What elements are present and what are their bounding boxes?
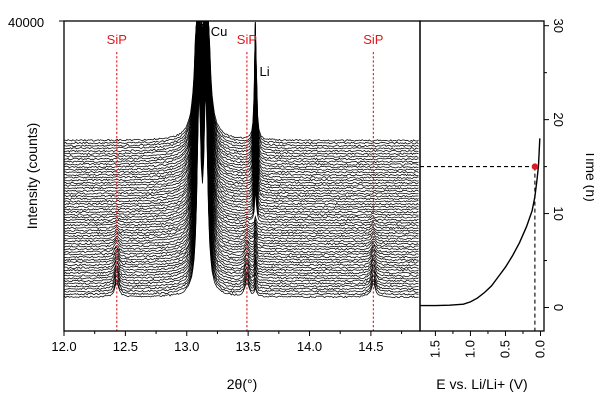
xrd-x-tick-label: 14.0 bbox=[297, 339, 322, 354]
peak-label-sip: SiP bbox=[363, 32, 383, 47]
xrd-trace bbox=[64, 35, 419, 272]
xrd-trace bbox=[64, 21, 419, 262]
xrd-trace bbox=[64, 21, 419, 201]
voltage-y-tick-label: 30 bbox=[551, 18, 566, 32]
xrd-x-axis-label: 2θ(°) bbox=[227, 376, 258, 392]
y-tick-label-40000: 40000 bbox=[8, 15, 44, 30]
xrd-trace bbox=[64, 21, 419, 142]
voltage-x-tick-label: 1.0 bbox=[462, 340, 477, 358]
xrd-trace bbox=[64, 21, 419, 180]
xrd-trace bbox=[64, 31, 419, 270]
xrd-trace bbox=[64, 21, 419, 264]
xrd-peak-labels: SiP Cu SiP Li SiP bbox=[107, 24, 384, 79]
sip-reference-lines bbox=[116, 52, 374, 331]
xrd-x-tick-label: 13.0 bbox=[174, 339, 199, 354]
xrd-trace bbox=[64, 21, 419, 230]
xrd-trace bbox=[64, 21, 419, 225]
voltage-guide-lines bbox=[420, 166, 536, 331]
xrd-trace bbox=[64, 21, 419, 217]
xrd-trace bbox=[64, 21, 419, 214]
voltage-y-tick-label: 0 bbox=[551, 304, 566, 311]
xrd-x-axis-ticks: 12.0 12.5 13.0 13.5 14.0 14.5 bbox=[51, 20, 403, 354]
xrd-trace bbox=[64, 21, 419, 195]
voltage-x-axis-label: E vs. Li/Li+ (V) bbox=[436, 376, 527, 392]
xrd-trace bbox=[64, 21, 419, 198]
xrd-trace bbox=[64, 21, 419, 227]
voltage-highlight-point bbox=[531, 163, 539, 170]
xrd-trace bbox=[64, 73, 419, 291]
xrd-trace bbox=[64, 21, 419, 246]
voltage-y-tick-label: 20 bbox=[551, 112, 566, 126]
xrd-trace bbox=[64, 21, 419, 187]
peak-label-li: Li bbox=[260, 64, 270, 79]
xrd-trace bbox=[64, 21, 419, 182]
voltage-y-axis-label: Time (h) bbox=[583, 150, 594, 202]
voltage-plot-frame bbox=[419, 20, 545, 332]
xrd-trace bbox=[64, 21, 419, 203]
xrd-trace bbox=[64, 63, 419, 285]
xrd-trace bbox=[64, 21, 419, 233]
xrd-trace bbox=[64, 21, 419, 222]
xrd-traces bbox=[64, 21, 419, 299]
voltage-panel: 1.5 1.0 0.5 0.0 0 10 20 30 E vs. Li/Li+ (V) Ti… bbox=[419, 18, 594, 392]
xrd-trace bbox=[64, 21, 419, 254]
xrd-trace bbox=[64, 21, 419, 243]
xrd-trace bbox=[64, 21, 419, 190]
voltage-curve bbox=[420, 138, 541, 307]
xrd-trace bbox=[64, 21, 419, 209]
xrd-trace bbox=[64, 21, 419, 158]
voltage-x-tick-label: 1.5 bbox=[427, 340, 442, 358]
voltage-x-axis-ticks: 1.5 1.0 0.5 0.0 bbox=[427, 331, 547, 358]
xrd-trace bbox=[64, 21, 419, 148]
voltage-x-tick-label: 0.0 bbox=[532, 340, 547, 358]
xrd-trace bbox=[64, 41, 419, 275]
xrd-trace bbox=[64, 24, 419, 267]
xrd-trace bbox=[64, 78, 419, 293]
xrd-trace bbox=[64, 21, 419, 156]
xrd-trace bbox=[64, 21, 419, 256]
xrd-trace bbox=[64, 21, 419, 166]
xrd-trace bbox=[64, 21, 419, 238]
xrd-trace bbox=[64, 21, 419, 251]
peak-label-sip: SiP bbox=[237, 32, 257, 47]
xrd-trace bbox=[64, 21, 419, 193]
xrd-panel: 12.0 12.5 13.0 13.5 14.0 14.5 SiP Cu SiP Li SiP 4… bbox=[8, 15, 421, 392]
xrd-trace bbox=[64, 21, 419, 241]
voltage-x-tick-label: 0.5 bbox=[497, 340, 512, 358]
xrd-trace bbox=[64, 21, 419, 206]
xrd-trace bbox=[64, 21, 419, 145]
xrd-trace bbox=[64, 85, 419, 296]
xrd-trace bbox=[64, 90, 419, 299]
xrd-trace bbox=[64, 21, 419, 153]
xrd-x-tick-label: 14.5 bbox=[358, 339, 383, 354]
xrd-trace bbox=[64, 21, 419, 248]
xrd-x-tick-label: 12.5 bbox=[113, 339, 138, 354]
xrd-trace bbox=[64, 21, 419, 177]
xrd-x-tick-label: 12.0 bbox=[51, 339, 76, 354]
xrd-trace bbox=[64, 21, 419, 150]
xrd-trace bbox=[64, 21, 419, 259]
xrd-trace bbox=[64, 21, 419, 235]
xrd-trace bbox=[64, 21, 419, 171]
voltage-y-axis-ticks: 0 10 20 30 bbox=[544, 18, 566, 311]
xrd-trace bbox=[64, 47, 419, 277]
xrd-trace bbox=[64, 21, 419, 211]
xrd-trace bbox=[64, 52, 419, 280]
voltage-y-tick-label: 10 bbox=[551, 206, 566, 220]
xrd-y-axis-label: Intensity (counts) bbox=[24, 123, 40, 230]
peak-label-sip: SiP bbox=[107, 32, 127, 47]
xrd-trace bbox=[64, 21, 419, 185]
xrd-trace bbox=[64, 21, 419, 174]
xrd-trace bbox=[64, 21, 419, 161]
xrd-trace bbox=[64, 57, 419, 283]
xrd-trace bbox=[64, 21, 419, 169]
xrd-x-tick-label: 13.5 bbox=[235, 339, 260, 354]
xrd-trace bbox=[64, 21, 419, 219]
peak-label-cu: Cu bbox=[211, 24, 228, 39]
xrd-trace bbox=[64, 21, 419, 164]
xrd-trace bbox=[64, 68, 419, 288]
